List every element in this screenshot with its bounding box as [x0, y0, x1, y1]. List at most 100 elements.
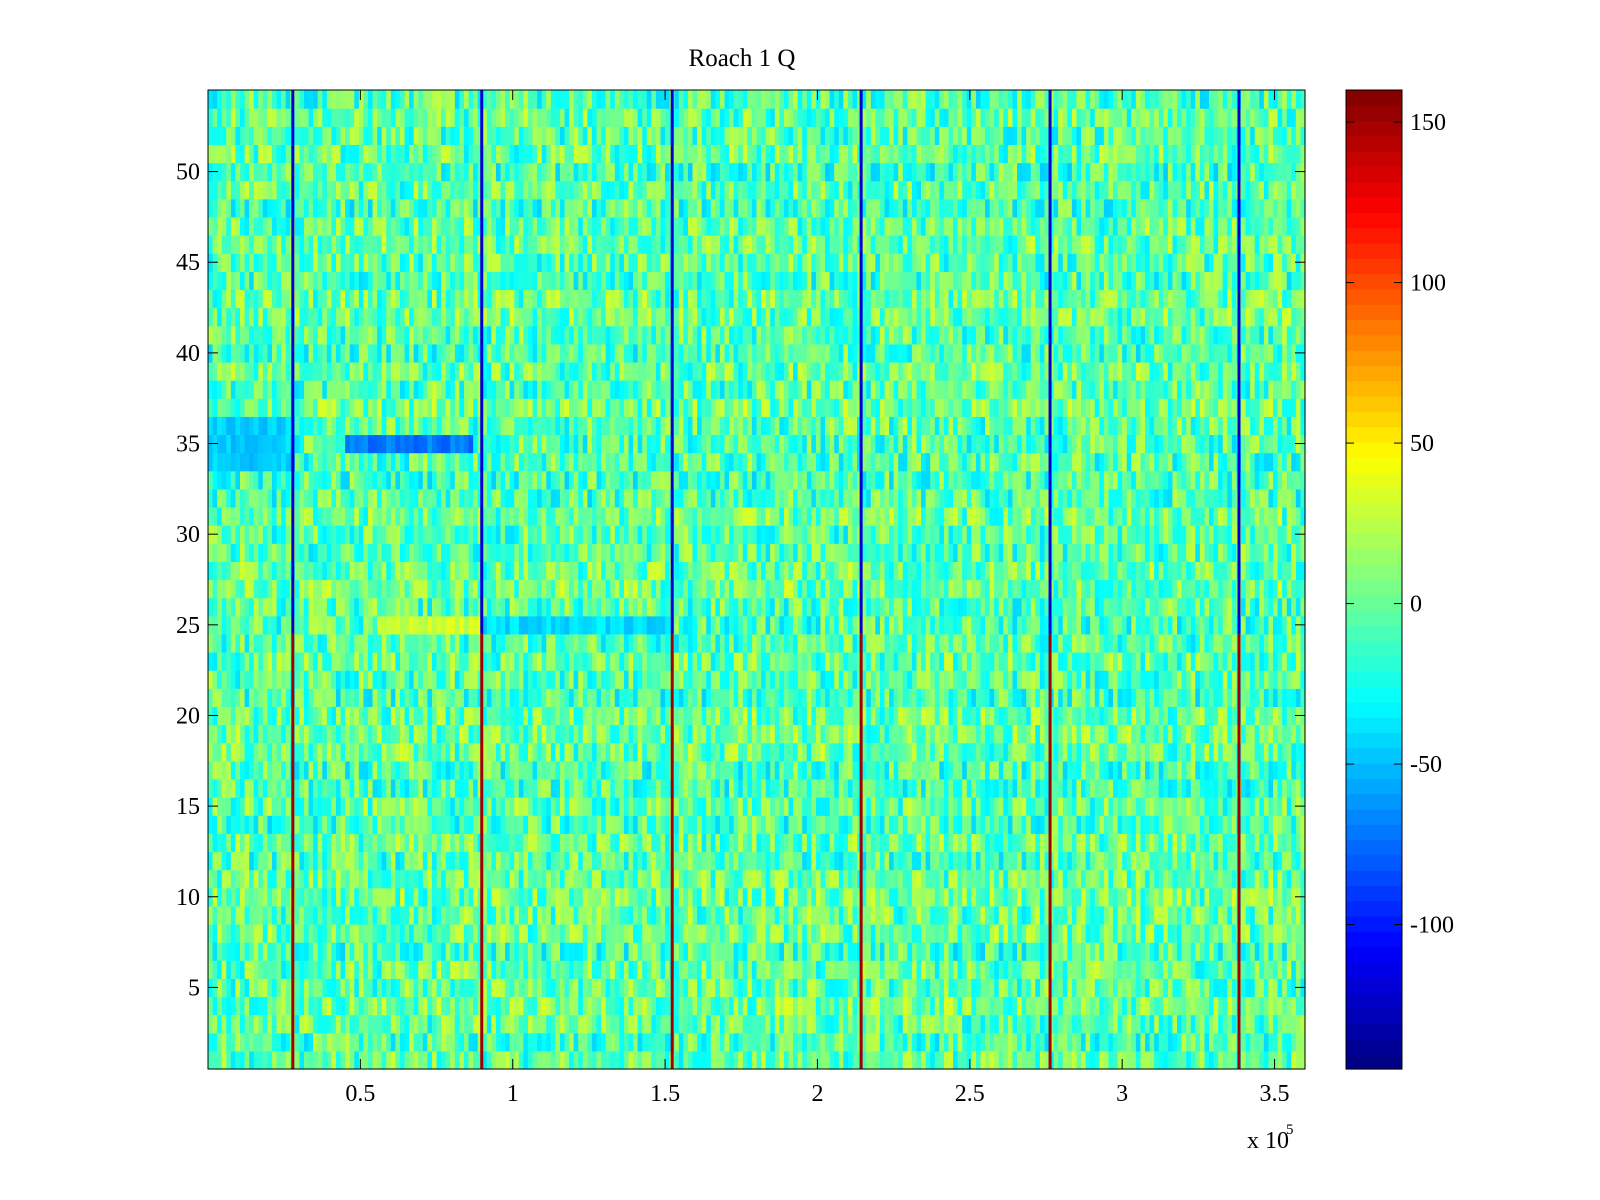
heatmap-cell [469, 851, 474, 870]
heatmap-cell [254, 688, 259, 707]
heatmap-cell [1008, 942, 1013, 961]
heatmap-cell [953, 978, 958, 997]
heatmap-cell [715, 706, 720, 725]
heatmap-cell [971, 888, 976, 907]
heatmap-cell [738, 833, 743, 852]
heatmap-cell [240, 797, 245, 816]
heatmap-cell [693, 888, 698, 907]
heatmap-cell [766, 960, 771, 979]
heatmap-cell [418, 888, 423, 907]
heatmap-cell [633, 996, 638, 1015]
heatmap-cell [839, 1051, 844, 1070]
heatmap-cell [1031, 797, 1036, 816]
heatmap-cell [679, 706, 684, 725]
heatmap-cell [565, 833, 570, 852]
heatmap-cell [720, 815, 725, 834]
heatmap-cell [994, 978, 999, 997]
heatmap-cell [784, 1033, 789, 1052]
heatmap-cell [1259, 906, 1264, 925]
heatmap-cell [875, 815, 880, 834]
heatmap-cell [450, 779, 455, 798]
heatmap-cell [889, 888, 894, 907]
heatmap-cell [880, 725, 885, 744]
heatmap-cell [1136, 906, 1141, 925]
heatmap-cell [391, 906, 396, 925]
heatmap-cell [322, 960, 327, 979]
heatmap-cell [1040, 870, 1045, 889]
heatmap-cell [309, 906, 314, 925]
heatmap-cell [597, 743, 602, 762]
heatmap-cell [779, 906, 784, 925]
heatmap-cell [1113, 743, 1118, 762]
heatmap-cell [994, 960, 999, 979]
heatmap-cell [258, 725, 263, 744]
heatmap-cell [1118, 888, 1123, 907]
heatmap-cell [345, 833, 350, 852]
heatmap-cell [1177, 888, 1182, 907]
heatmap-cell [615, 1015, 620, 1034]
heatmap-cell [213, 815, 218, 834]
heatmap-cell [852, 870, 857, 889]
heatmap-cell [1209, 942, 1214, 961]
heatmap-cell [1127, 815, 1132, 834]
heatmap-cell [944, 942, 949, 961]
heatmap-cell [889, 851, 894, 870]
heatmap-cell [418, 706, 423, 725]
heatmap-cell [894, 906, 899, 925]
heatmap-cell [1259, 924, 1264, 943]
heatmap-cell [958, 906, 963, 925]
heatmap-cell [501, 942, 506, 961]
heatmap-cell [592, 1051, 597, 1070]
heatmap-cell [1067, 996, 1072, 1015]
heatmap-cell [747, 688, 752, 707]
heatmap-cell [464, 797, 469, 816]
heatmap-cell [638, 815, 643, 834]
heatmap-cell [912, 960, 917, 979]
heatmap-cell [1104, 779, 1109, 798]
heatmap-cell [770, 1015, 775, 1034]
heatmap-cell [354, 906, 359, 925]
heatmap-cell [441, 888, 446, 907]
heatmap-cell [766, 924, 771, 943]
heatmap-cell [921, 761, 926, 780]
heatmap-cell [752, 978, 757, 997]
heatmap-cell [1118, 906, 1123, 925]
heatmap-cell [656, 797, 661, 816]
heatmap-cell [1113, 779, 1118, 798]
heatmap-cell [222, 906, 227, 925]
heatmap-cell [903, 960, 908, 979]
heatmap-cell [656, 1051, 661, 1070]
heatmap-cell [377, 978, 382, 997]
heatmap-cell [725, 851, 730, 870]
heatmap-cell [1095, 797, 1100, 816]
heatmap-cell [784, 942, 789, 961]
heatmap-cell [642, 1051, 647, 1070]
heatmap-cell [971, 870, 976, 889]
heatmap-cell [1218, 924, 1223, 943]
heatmap-cell [592, 833, 597, 852]
heatmap-cell [1163, 797, 1168, 816]
heatmap-cell [715, 1051, 720, 1070]
heatmap-cell [213, 779, 218, 798]
heatmap-cell [651, 888, 656, 907]
heatmap-cell [665, 725, 670, 744]
heatmap-cell [491, 888, 496, 907]
heatmap-cell [1163, 1051, 1168, 1070]
heatmap-cell [729, 906, 734, 925]
heatmap-cell [912, 978, 917, 997]
heatmap-cell [1200, 906, 1205, 925]
heatmap-cell [1081, 743, 1086, 762]
heatmap-cell [711, 779, 716, 798]
heatmap-cell [1232, 906, 1237, 925]
heatmap-cell [363, 851, 368, 870]
heatmap-cell [1063, 996, 1068, 1015]
heatmap-cell [638, 761, 643, 780]
heatmap-cell [263, 779, 268, 798]
heatmap-cell [400, 888, 405, 907]
heatmap-cell [1291, 761, 1296, 780]
heatmap-cell [935, 1015, 940, 1034]
heatmap-cell [1218, 797, 1223, 816]
heatmap-cell [565, 1051, 570, 1070]
heatmap-cell [697, 942, 702, 961]
heatmap-cell [299, 960, 304, 979]
